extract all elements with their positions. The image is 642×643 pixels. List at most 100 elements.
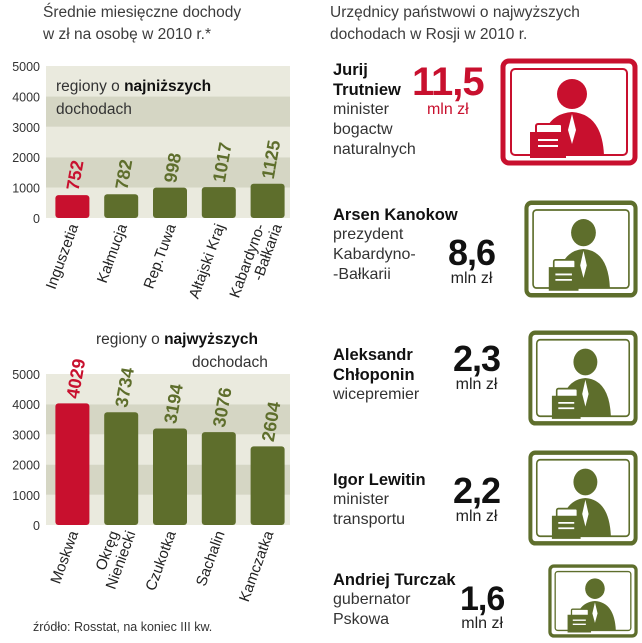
income-value: 8,6: [448, 232, 496, 273]
category-label: Czukotka: [142, 528, 180, 593]
y-tick-label: 1000: [12, 489, 40, 503]
bar: [250, 446, 285, 525]
official-role: naturalnych: [333, 141, 416, 158]
official-entry: Aleksandr Chłoponin wicepremier: [333, 345, 419, 405]
icon-head: [573, 348, 598, 376]
grid-band: [46, 126, 290, 158]
bar: [104, 412, 139, 525]
bar: [55, 195, 90, 218]
income-value: 2,2: [453, 470, 501, 511]
icon-folder: [551, 395, 581, 419]
icon-frame: [500, 58, 638, 166]
official-name: Jurij: [333, 61, 368, 79]
icon-head: [573, 468, 598, 496]
official-name: Arsen Kanokow: [333, 206, 458, 224]
bar: [153, 428, 187, 525]
y-tick-label: 5000: [12, 368, 40, 382]
income-value: 11,5: [412, 60, 485, 104]
official-entry: Arsen Kanokow prezydent Kabardyno- -Bałkari…: [333, 205, 458, 285]
icon-head: [571, 219, 596, 247]
y-tick-label: 2000: [12, 151, 40, 165]
income-unit: mln zł: [450, 270, 493, 287]
bar: [201, 187, 236, 218]
official-icon-box: [524, 200, 638, 303]
icon-folder-lines: [558, 402, 575, 410]
region-group-label-bold: najniższych: [124, 78, 211, 95]
official-role: prezydent: [333, 226, 404, 243]
official-income: 11,5 mln zł: [412, 60, 485, 119]
category-label: Sachalin: [193, 529, 229, 589]
y-tick-label: 0: [33, 212, 40, 226]
right-title-line-1: Urzędnicy państwowi o najwyższych: [330, 4, 580, 21]
official-entry: Andriej Turczak gubernator Pskowa: [333, 570, 456, 630]
income-unit: mln zł: [455, 508, 498, 525]
icon-inner-frame: [535, 338, 631, 418]
bar: [104, 194, 139, 218]
grid-band: [46, 66, 290, 97]
icon-folder-lines: [555, 273, 572, 281]
icon-tie: [592, 602, 598, 623]
official-income: 2,2 mln zł: [453, 470, 501, 526]
region-group-label-regular: regiony o: [96, 331, 164, 348]
official-role: Pskowa: [333, 611, 390, 628]
right-title: Urzędnicy państwowi o najwyższych dochod…: [330, 2, 580, 46]
region-group-label: regiony o najwyższych: [96, 331, 258, 348]
icon-tie: [580, 250, 587, 279]
icon-folder: [567, 614, 592, 633]
icon-folder-lines: [538, 139, 558, 147]
left-title-line-2: w zł na osobę w 2010 r.*: [43, 26, 212, 43]
grid-band: [46, 374, 290, 405]
official-icon-box: [528, 330, 638, 431]
y-tick-label: 1000: [12, 182, 40, 196]
official-entry: Igor Lewitin minister transportu: [333, 470, 426, 530]
grid-band: [46, 96, 290, 127]
grid-band: [46, 157, 290, 188]
left-title: Średnie miesięczne dochody w zł na osobę…: [43, 2, 241, 46]
official-income: 1,6 mln zł: [460, 580, 505, 633]
chart-highest-income-regions: 0 1000 2000 3000 4000 5000 regiony o najwyższy…: [12, 331, 290, 604]
income-unit: mln zł: [426, 101, 469, 118]
right-title-line-2: dochodach w Rosji w 2010 r.: [330, 26, 528, 43]
official-name: Igor Lewitin: [333, 471, 426, 489]
official-icon-box: [528, 450, 638, 551]
official-name: Trutniew: [333, 81, 401, 99]
official-icon-box: [500, 58, 638, 171]
category-label: Rep.Tuwa: [141, 221, 180, 291]
y-tick-label: 0: [33, 519, 40, 533]
income-value: 2,3: [453, 338, 501, 379]
official-name: Andriej Turczak: [333, 571, 456, 589]
region-group-label-line-2: dochodach: [192, 354, 268, 371]
official-person-icon: [528, 450, 638, 546]
icon-head: [557, 79, 587, 109]
official-name: Chłoponin: [333, 366, 415, 384]
icon-folder: [548, 267, 579, 291]
region-group-label-line-2: dochodach: [56, 101, 132, 118]
category-label: Inguszetia: [43, 221, 83, 292]
icon-tie: [568, 114, 576, 144]
icon-frame: [528, 330, 638, 426]
category-label: Moskwa: [47, 528, 82, 586]
official-role: transportu: [333, 511, 406, 528]
region-group-label-bold: najwyższych: [164, 331, 258, 348]
icon-head: [585, 578, 605, 599]
chart-lowest-income-regions: 0 1000 2000 3000 4000 5000 regiony o najniższy…: [12, 60, 290, 301]
icon-folder-lines: [558, 522, 575, 530]
official-role: wicepremier: [333, 386, 420, 403]
official-role: minister: [333, 101, 390, 118]
category-label: Kamczatka: [236, 528, 278, 604]
official-person-icon: [528, 330, 638, 426]
bar: [55, 403, 90, 525]
official-name: Aleksandr: [333, 346, 413, 364]
source-note: źródło: Rosstat, na koniec III kw.: [33, 620, 213, 634]
icon-tie: [582, 379, 589, 407]
income-unit: mln zł: [455, 376, 498, 393]
official-income: 8,6 mln zł: [448, 232, 496, 288]
official-icon-box: [548, 564, 638, 643]
y-tick-label: 3000: [12, 121, 40, 135]
official-person-icon: [524, 200, 638, 298]
category-label: Kałmucja: [94, 221, 131, 285]
official-entry: Jurij Trutniew minister bogactw naturalnych: [333, 60, 416, 160]
official-role: minister: [333, 491, 390, 508]
region-group-label-regular: regiony o: [56, 78, 124, 95]
category-label: Ałtajski Kraj: [186, 222, 229, 301]
